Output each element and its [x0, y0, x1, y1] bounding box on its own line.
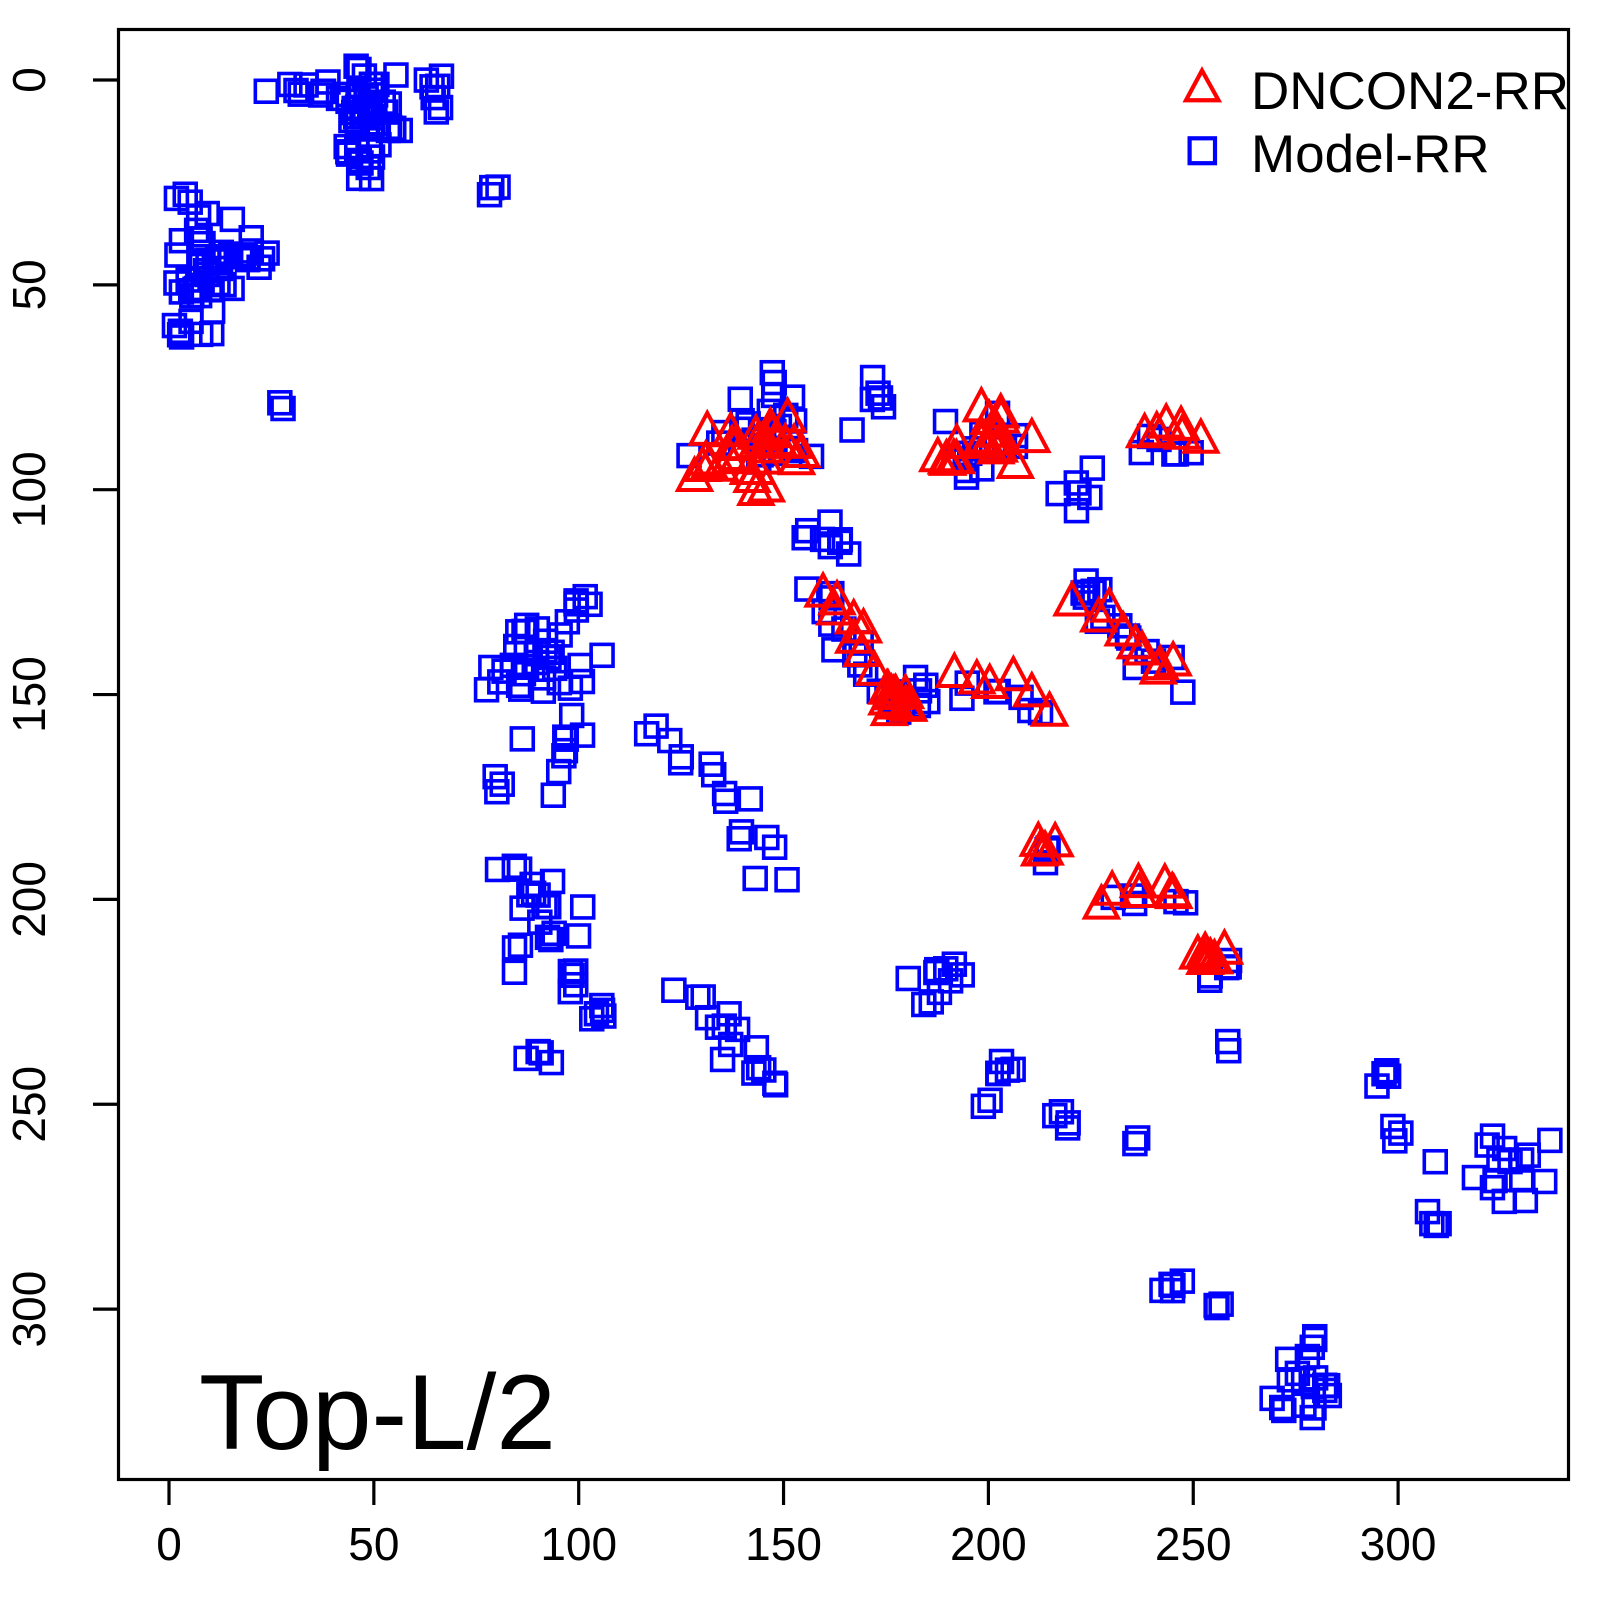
svg-text:0: 0	[156, 1518, 182, 1570]
svg-text:300: 300	[3, 1271, 55, 1348]
svg-text:Top-L/2: Top-L/2	[199, 1352, 556, 1472]
svg-text:150: 150	[745, 1518, 822, 1570]
svg-text:50: 50	[3, 259, 55, 310]
svg-text:50: 50	[348, 1518, 399, 1570]
svg-text:0: 0	[3, 67, 55, 93]
svg-text:150: 150	[3, 656, 55, 733]
svg-text:DNCON2-RR: DNCON2-RR	[1251, 62, 1569, 121]
svg-text:300: 300	[1360, 1518, 1437, 1570]
svg-text:200: 200	[950, 1518, 1027, 1570]
svg-text:Model-RR: Model-RR	[1251, 125, 1490, 184]
svg-text:250: 250	[1155, 1518, 1232, 1570]
svg-text:200: 200	[3, 861, 55, 938]
svg-text:100: 100	[3, 451, 55, 528]
svg-text:250: 250	[3, 1066, 55, 1143]
svg-text:100: 100	[540, 1518, 617, 1570]
